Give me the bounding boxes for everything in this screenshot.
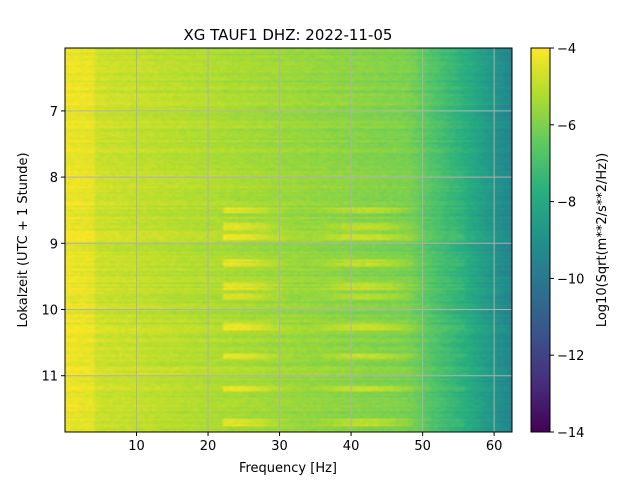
x-axis-label: Frequency [Hz] bbox=[239, 461, 337, 476]
x-tick-label: 20 bbox=[200, 439, 217, 454]
colorbar-tick-label: −4 bbox=[557, 42, 576, 57]
y-axis-label: Lokalzeit (UTC + 1 Stunde) bbox=[16, 152, 31, 327]
colorbar bbox=[530, 47, 551, 433]
y-tick-label: 7 bbox=[50, 105, 58, 120]
colorbar-tick-label: −6 bbox=[557, 119, 576, 134]
x-tick-label: 60 bbox=[486, 439, 503, 454]
x-tick-label: 10 bbox=[128, 439, 145, 454]
colorbar-tick-label: −14 bbox=[557, 426, 584, 441]
x-tick-label: 50 bbox=[414, 439, 431, 454]
y-tick-label: 10 bbox=[41, 304, 58, 319]
x-tick-label: 40 bbox=[343, 439, 360, 454]
colorbar-ticks: −4 −6 −8 −10 −12 −14 bbox=[550, 42, 584, 441]
heatmap-image bbox=[65, 48, 512, 432]
plot-frame bbox=[64, 47, 513, 433]
y-tick-label: 9 bbox=[50, 237, 58, 252]
colorbar-label: Log10(Sqrt(m**2/s**2/Hz)) bbox=[595, 153, 610, 327]
y-tick-label: 11 bbox=[41, 370, 58, 385]
y-axis-ticks: 7 8 9 10 11 bbox=[41, 105, 65, 385]
colorbar-tick-label: −8 bbox=[557, 196, 576, 211]
y-tick-label: 8 bbox=[50, 171, 58, 186]
grid-lines bbox=[65, 48, 512, 432]
x-tick-label: 30 bbox=[271, 439, 288, 454]
chart-title: XG TAUF1 DHZ: 2022-11-05 bbox=[184, 26, 393, 44]
x-axis-ticks: 10 20 30 40 50 60 bbox=[128, 432, 502, 454]
spectrogram-heatmap bbox=[65, 48, 512, 432]
colorbar-tick-label: −10 bbox=[557, 272, 584, 287]
colorbar-tick-label: −12 bbox=[557, 349, 584, 364]
